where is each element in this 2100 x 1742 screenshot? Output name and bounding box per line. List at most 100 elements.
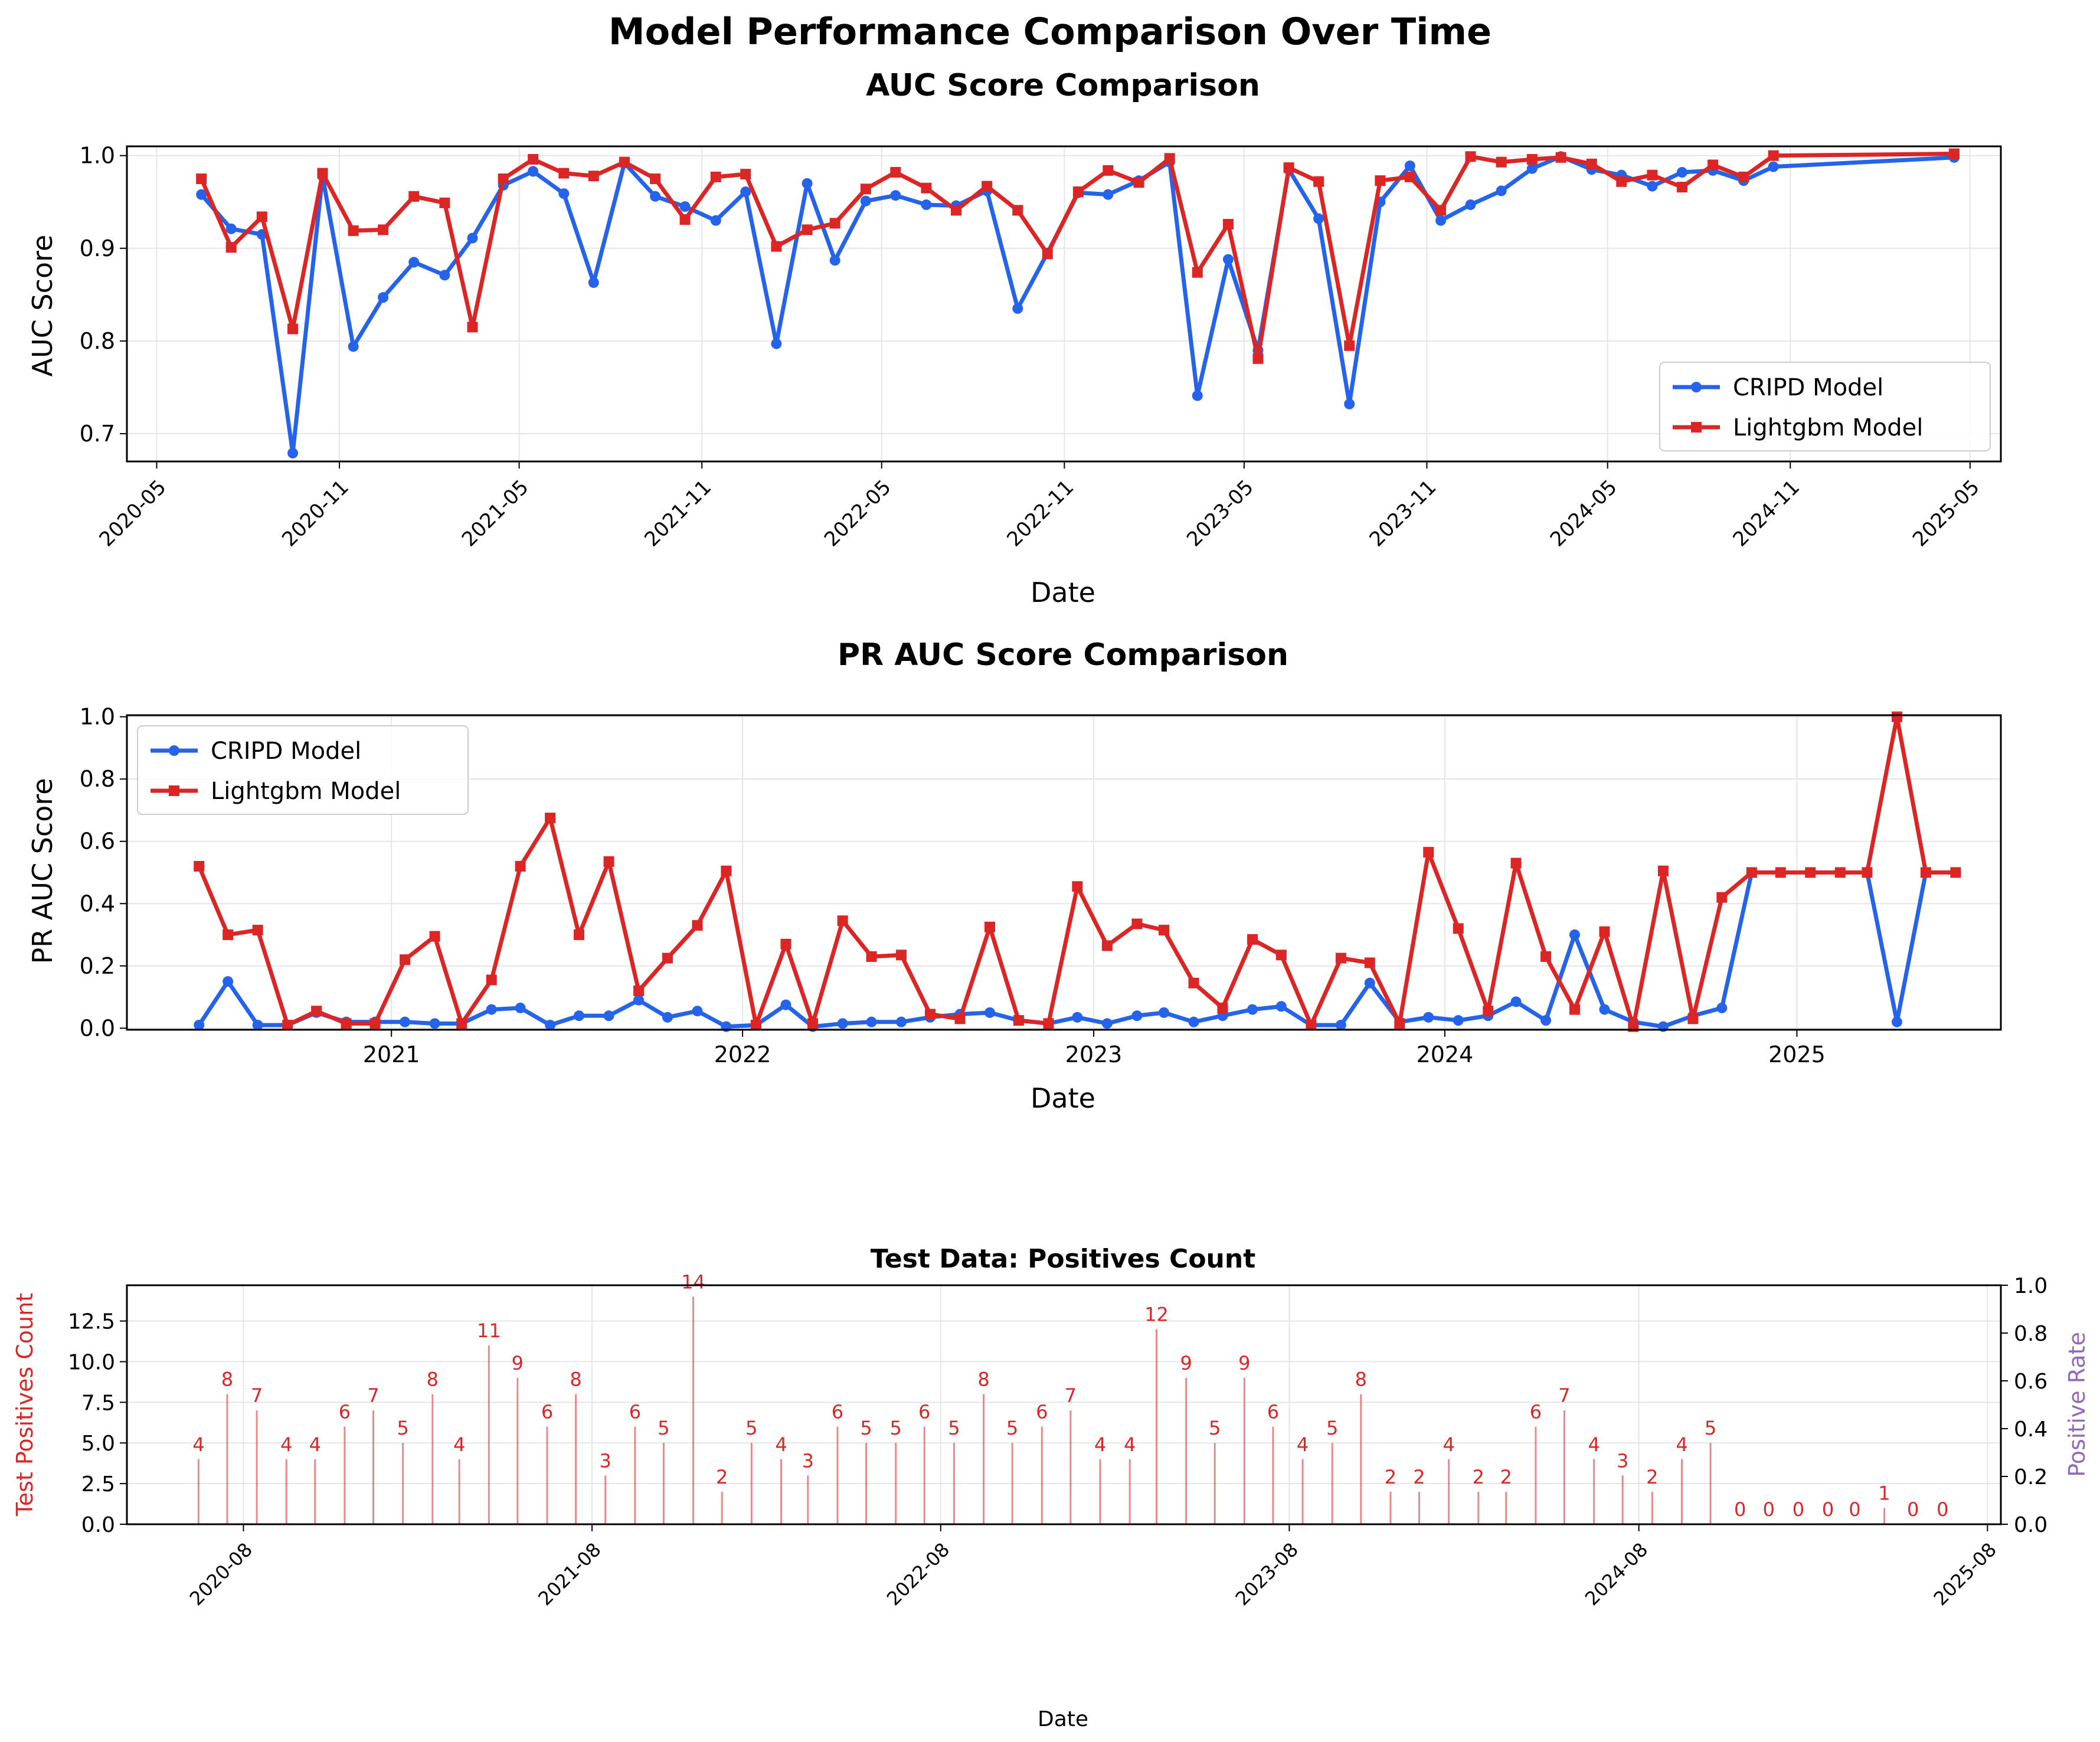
data-point <box>1103 165 1114 176</box>
bar <box>1213 1443 1216 1524</box>
data-point <box>311 1006 322 1017</box>
bar <box>575 1394 577 1524</box>
x-tick-label: 2024 <box>1417 1042 1474 1068</box>
legend-marker <box>1691 382 1702 392</box>
data-point <box>1043 1018 1054 1029</box>
bar-value-label: 2 <box>1385 1466 1396 1488</box>
data-point <box>287 447 298 459</box>
data-point <box>515 1003 526 1014</box>
data-point <box>1465 199 1476 210</box>
bar-value-label: 3 <box>1617 1449 1628 1472</box>
bar <box>923 1426 925 1524</box>
y2-tick-label: 0.6 <box>2014 1370 2047 1394</box>
data-point <box>408 257 420 268</box>
bar <box>721 1491 723 1524</box>
data-point <box>710 171 721 182</box>
plot-frame <box>126 714 2002 1031</box>
bar-value-label: 4 <box>309 1433 321 1456</box>
bar <box>458 1459 460 1524</box>
data-point <box>1335 952 1346 964</box>
data-point <box>1247 1004 1258 1015</box>
x-tick-label: 2020-05 <box>95 476 171 552</box>
y2-axis-ticks: 0.0 0.2 0.4 0.6 0.8 1.0 <box>2001 1274 2047 1537</box>
data-point <box>890 190 901 201</box>
data-point <box>1101 1018 1113 1029</box>
data-point <box>400 1016 411 1027</box>
bar-value-label: 4 <box>1297 1433 1309 1456</box>
data-point <box>1192 390 1203 401</box>
bar <box>372 1410 375 1524</box>
data-point <box>1948 148 1960 159</box>
bar-value-label: 4 <box>192 1433 204 1456</box>
data-point <box>692 1006 703 1017</box>
bar <box>344 1426 346 1524</box>
legend-marker <box>169 785 179 796</box>
bar <box>780 1459 782 1524</box>
legend-marker <box>169 745 179 756</box>
data-point <box>1647 181 1658 192</box>
y-tick-label: 0.0 <box>81 1513 115 1537</box>
bar-value-label: 0 <box>1734 1498 1746 1521</box>
data-point <box>341 1018 352 1029</box>
data-point <box>1676 182 1687 193</box>
data-point <box>1252 353 1264 364</box>
data-point <box>890 166 901 178</box>
data-point <box>921 182 932 194</box>
data-point <box>1222 254 1234 265</box>
bar-value-label: 5 <box>1326 1417 1338 1439</box>
data-point <box>196 173 207 184</box>
x-tick-label: 2025-05 <box>1908 476 1984 552</box>
auc-x-axis-label: Date <box>1031 577 1095 608</box>
bar <box>1011 1443 1013 1524</box>
data-point <box>252 925 263 936</box>
series-lightgbm <box>196 148 1960 364</box>
data-point <box>588 171 599 182</box>
data-point <box>1012 205 1023 216</box>
bar-value-label: 4 <box>1442 1433 1454 1456</box>
bar-value-label: 4 <box>1124 1433 1136 1456</box>
grid-lines <box>127 1285 2001 1525</box>
data-point <box>984 921 995 932</box>
bar <box>431 1394 434 1524</box>
data-point <box>954 1013 966 1024</box>
data-point <box>619 156 630 168</box>
bar <box>807 1475 809 1524</box>
data-point <box>866 1016 877 1027</box>
data-point <box>1526 163 1538 174</box>
x-tick-label: 2024-05 <box>1546 476 1622 552</box>
data-point <box>780 938 791 949</box>
positives-count-chart: Test Data: Positives Count Date Test Pos… <box>12 1244 2090 1731</box>
data-point <box>603 856 614 867</box>
bar-value-label: 5 <box>1209 1417 1221 1439</box>
bar-value-label: 3 <box>600 1449 611 1472</box>
series-line <box>199 152 1954 361</box>
x-tick-label: 2020-08 <box>185 1538 257 1610</box>
bar <box>1535 1426 1537 1524</box>
y-tick-label: 0.8 <box>80 328 115 354</box>
y-tick-label: 0.4 <box>80 890 115 916</box>
bar-value-label: 4 <box>1676 1433 1687 1456</box>
plot-frame <box>126 145 2002 463</box>
bar-value-label: 0 <box>1907 1498 1919 1521</box>
bar <box>983 1394 985 1524</box>
data-point <box>439 197 450 208</box>
bar-value-label: 3 <box>802 1449 814 1472</box>
bar <box>1301 1459 1304 1524</box>
bar-value-label: 5 <box>397 1417 408 1439</box>
bar <box>750 1443 753 1524</box>
bar-value-label: 8 <box>977 1368 989 1391</box>
bar <box>1418 1491 1420 1524</box>
data-point <box>486 974 497 985</box>
bar-value-label: 5 <box>658 1417 669 1439</box>
data-point <box>1283 162 1294 173</box>
data-point <box>1510 857 1522 869</box>
data-point <box>1335 1020 1346 1031</box>
data-point <box>740 186 751 197</box>
bar-value-label: 8 <box>1355 1368 1367 1391</box>
data-point <box>1891 711 1902 722</box>
bar-value-label: 0 <box>1849 1498 1860 1521</box>
bar-value-label: 6 <box>918 1401 930 1423</box>
bar <box>1128 1459 1131 1524</box>
data-point <box>467 233 478 244</box>
data-point <box>710 215 721 226</box>
